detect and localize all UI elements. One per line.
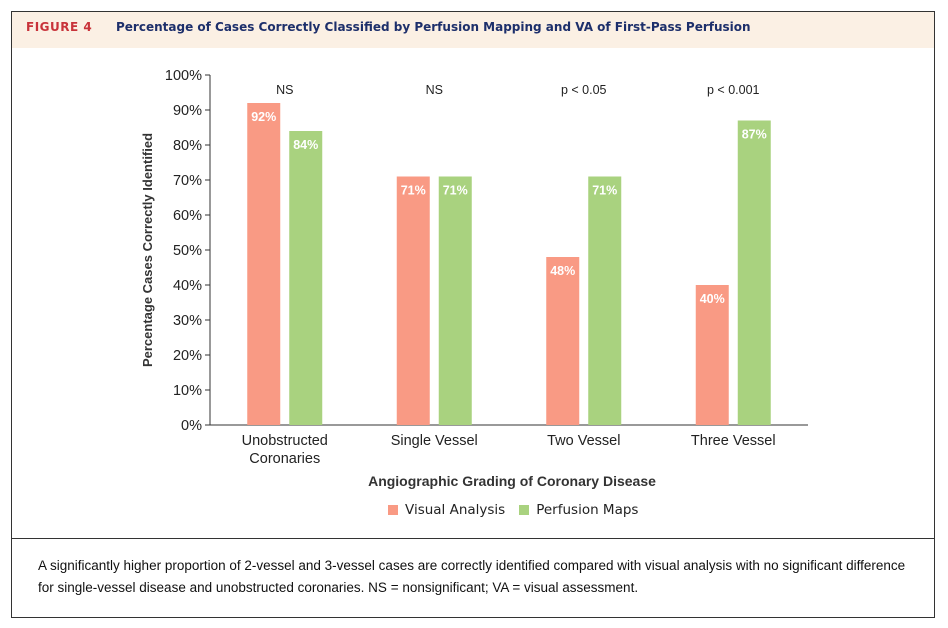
- figure-title: Percentage of Cases Correctly Classified…: [116, 20, 751, 34]
- legend-swatch-visual: [388, 505, 398, 515]
- x-tick-label: Unobstructed: [242, 433, 328, 449]
- x-tick-label: Coronaries: [249, 451, 320, 467]
- chart-legend: Visual Analysis Perfusion Maps: [388, 502, 652, 518]
- legend-swatch-perfusion: [519, 505, 530, 515]
- bar-visual: [396, 176, 430, 425]
- bar-data-label: 40%: [700, 292, 725, 306]
- y-tick-label: 40%: [173, 278, 202, 294]
- significance-label: p < 0.05: [561, 83, 607, 97]
- y-tick-label: 100%: [165, 68, 202, 84]
- y-tick-label: 10%: [173, 383, 202, 399]
- y-tick-label: 50%: [173, 243, 202, 259]
- figure-header: [12, 12, 934, 48]
- y-tick-label: 30%: [173, 313, 202, 329]
- bar-data-label: 92%: [251, 110, 276, 124]
- bar-data-label: 84%: [293, 138, 318, 152]
- legend-label-perfusion: Perfusion Maps: [536, 502, 639, 518]
- bar-perfusion: [438, 176, 472, 425]
- caption-divider: [12, 538, 934, 539]
- bar-data-label: 71%: [401, 184, 426, 198]
- figure-frame: [11, 11, 935, 618]
- x-tick-label: Three Vessel: [691, 433, 776, 449]
- y-tick-label: 70%: [173, 173, 202, 189]
- significance-label: p < 0.001: [707, 83, 760, 97]
- bar-visual: [247, 103, 281, 425]
- bar-data-label: 87%: [742, 128, 767, 142]
- significance-label: NS: [276, 83, 293, 97]
- legend-label-visual: Visual Analysis: [405, 502, 506, 518]
- bar-visual: [546, 257, 580, 425]
- bar-perfusion: [588, 176, 622, 425]
- significance-label: NS: [426, 83, 443, 97]
- y-tick-label: 60%: [173, 208, 202, 224]
- y-tick-label: 80%: [173, 138, 202, 154]
- bar-perfusion: [289, 131, 323, 425]
- bar-data-label: 71%: [592, 184, 617, 198]
- x-tick-label: Single Vessel: [391, 433, 478, 449]
- bar-data-label: 48%: [550, 264, 575, 278]
- y-axis-label: Percentage Cases Correctly Identified: [140, 133, 155, 367]
- y-tick-label: 20%: [173, 348, 202, 364]
- legend-item-perfusion: Perfusion Maps: [519, 502, 638, 518]
- bar-visual: [695, 285, 729, 425]
- x-tick-label: Two Vessel: [547, 433, 620, 449]
- legend-item-visual: Visual Analysis: [388, 502, 505, 518]
- y-tick-label: 0%: [181, 418, 202, 434]
- x-axis-label: Angiographic Grading of Coronary Disease: [368, 473, 656, 489]
- figure-caption: A significantly higher proportion of 2-v…: [38, 558, 906, 595]
- bar-perfusion: [737, 120, 771, 425]
- y-tick-label: 90%: [173, 103, 202, 119]
- bar-data-label: 71%: [443, 184, 468, 198]
- figure-label: FIGURE 4: [26, 20, 93, 34]
